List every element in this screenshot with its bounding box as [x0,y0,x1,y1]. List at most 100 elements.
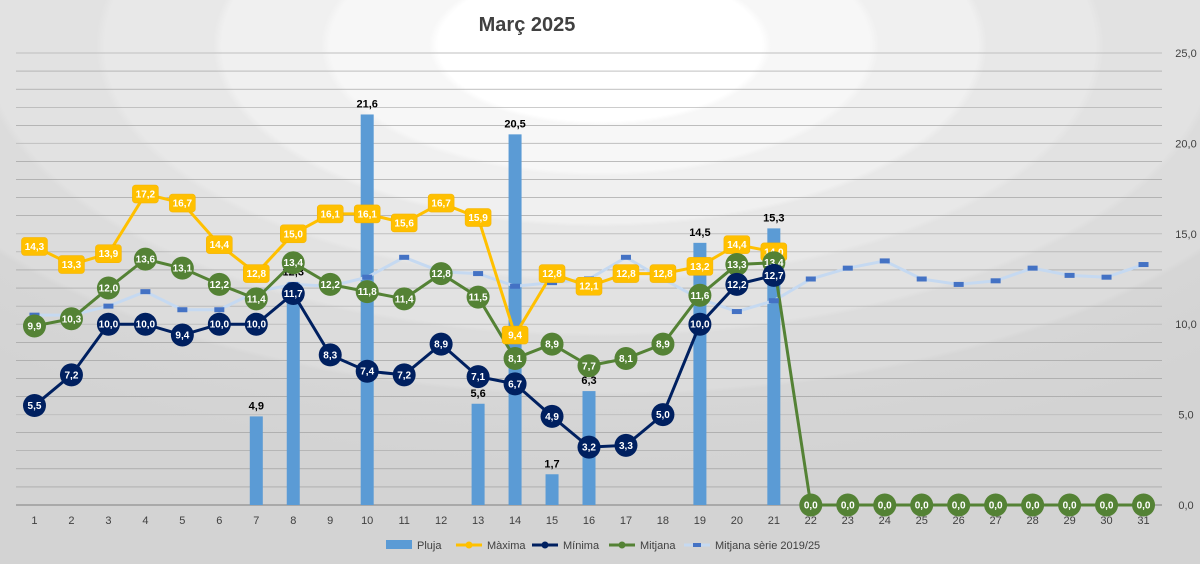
series-point-mitjana [836,493,860,517]
point-data-label-minima: 10,0 [690,320,710,331]
series-point-mitjana [1021,493,1045,517]
point-data-label-maxima: 14,4 [727,240,747,251]
series-marker-mitjana-serie [731,309,742,315]
series-point-minima [466,365,490,389]
point-data-label-mitjana: 8,9 [545,340,559,351]
bar-data-label: 14,5 [689,227,710,239]
series-point-minima [59,363,83,387]
x-tick-label: 15 [546,515,558,527]
x-tick-label: 6 [216,515,222,527]
series-point-maxima [686,257,714,276]
legend-item: Mínima [532,540,600,552]
x-tick-label: 16 [583,515,595,527]
x-tick-label: 30 [1100,515,1112,527]
series-point-maxima [206,235,233,254]
point-data-label-mitjana: 12,8 [431,269,451,280]
point-data-label-mitjana: 13,1 [173,264,193,275]
point-data-label-maxima: 13,9 [99,249,119,260]
series-point-minima [133,312,157,336]
series-point-minima [503,372,527,396]
series-point-mitjana [614,347,638,371]
series-point-minima [577,435,601,459]
series-point-maxima [464,208,492,227]
series-point-minima [244,312,268,336]
bar-data-label: 20,5 [504,118,525,130]
series-point-mitjana [799,493,823,517]
point-data-label-maxima: 16,1 [320,209,340,220]
point-data-label-mitjana: 13,6 [136,255,156,266]
point-data-label-mitjana: 13,4 [284,258,304,269]
x-tick-label: 9 [327,515,333,527]
series-point-minima [725,272,749,296]
point-data-label-maxima: 13,3 [62,260,82,271]
x-tick-label: 5 [179,515,185,527]
legend-swatch-marker [693,543,701,547]
point-data-label-minima: 7,1 [471,372,485,383]
point-data-label-maxima: 14,3 [25,242,45,253]
series-marker-mitjana-serie [879,258,890,264]
series-point-mitjana [577,354,601,378]
point-data-label-mitjana: 0,0 [841,501,855,512]
point-data-label-maxima: 12,1 [579,282,599,293]
point-data-label-minima: 7,2 [397,370,411,381]
series-point-maxima [21,237,48,256]
legend-label: Mitjana sèrie 2019/25 [715,540,820,552]
series-point-mitjana [429,262,453,286]
series-point-minima [355,359,379,383]
series-marker-mitjana-serie [473,271,484,277]
bar-pluja [471,403,485,505]
series-marker-mitjana-serie [140,289,151,295]
bar-pluja [286,282,300,505]
bar-pluja [693,242,707,505]
x-tick-label: 10 [361,515,373,527]
series-marker-mitjana-serie [214,307,225,313]
point-data-label-minima: 10,0 [99,320,119,331]
series-marker-mitjana-serie [1064,272,1075,278]
point-data-label-maxima: 12,8 [653,269,673,280]
point-data-label-minima: 3,2 [582,443,596,454]
series-point-mitjana [503,347,527,371]
x-tick-label: 7 [253,515,259,527]
x-tick-label: 11 [398,515,409,527]
y-tick-label: 25,0 [1175,48,1196,60]
series-marker-mitjana-serie [1027,265,1038,271]
point-data-label-mitjana: 0,0 [1063,501,1077,512]
legend-item: Pluja [386,540,442,552]
point-data-label-minima: 9,4 [175,331,189,342]
series-point-maxima [501,325,529,345]
series-marker-mitjana-serie [768,298,779,304]
series-marker-mitjana-serie [1101,274,1112,280]
x-tick-label: 4 [142,515,148,527]
series-point-mitjana [170,256,194,280]
series-point-mitjana [22,314,46,338]
bar-data-label: 5,6 [470,388,485,400]
series-point-maxima [95,244,122,263]
point-data-label-minima: 8,9 [434,340,448,351]
point-data-label-minima: 10,0 [210,320,230,331]
x-tick-label: 20 [731,515,743,527]
point-data-label-mitjana: 12,0 [99,284,119,295]
point-data-label-maxima: 15,0 [284,229,304,240]
point-data-label-mitjana: 10,3 [62,314,82,325]
point-data-label-mitjana: 13,4 [764,258,784,269]
bar-data-label: 15,3 [763,212,784,224]
series-point-minima [540,404,564,428]
series-marker-mitjana-serie [362,274,373,280]
bar-data-label: 4,9 [249,400,264,412]
x-tick-label: 17 [620,515,632,527]
series-point-maxima [575,276,603,296]
x-tick-label: 3 [105,515,111,527]
bar-data-label: 1,7 [544,458,559,470]
point-data-label-maxima: 12,8 [616,269,636,280]
point-data-label-mitjana: 11,8 [358,287,377,298]
point-data-label-mitjana: 7,7 [582,361,596,372]
series-point-minima [688,312,712,336]
y-tick-label: 0,0 [1178,500,1193,512]
series-point-mitjana [540,332,564,356]
x-tick-label: 31 [1137,515,1149,527]
x-tick-label: 26 [953,515,965,527]
y-tick-label: 10,0 [1175,319,1196,331]
legend-label: Pluja [417,540,442,552]
point-data-label-minima: 8,3 [323,350,337,361]
series-point-mitjana [651,332,675,356]
